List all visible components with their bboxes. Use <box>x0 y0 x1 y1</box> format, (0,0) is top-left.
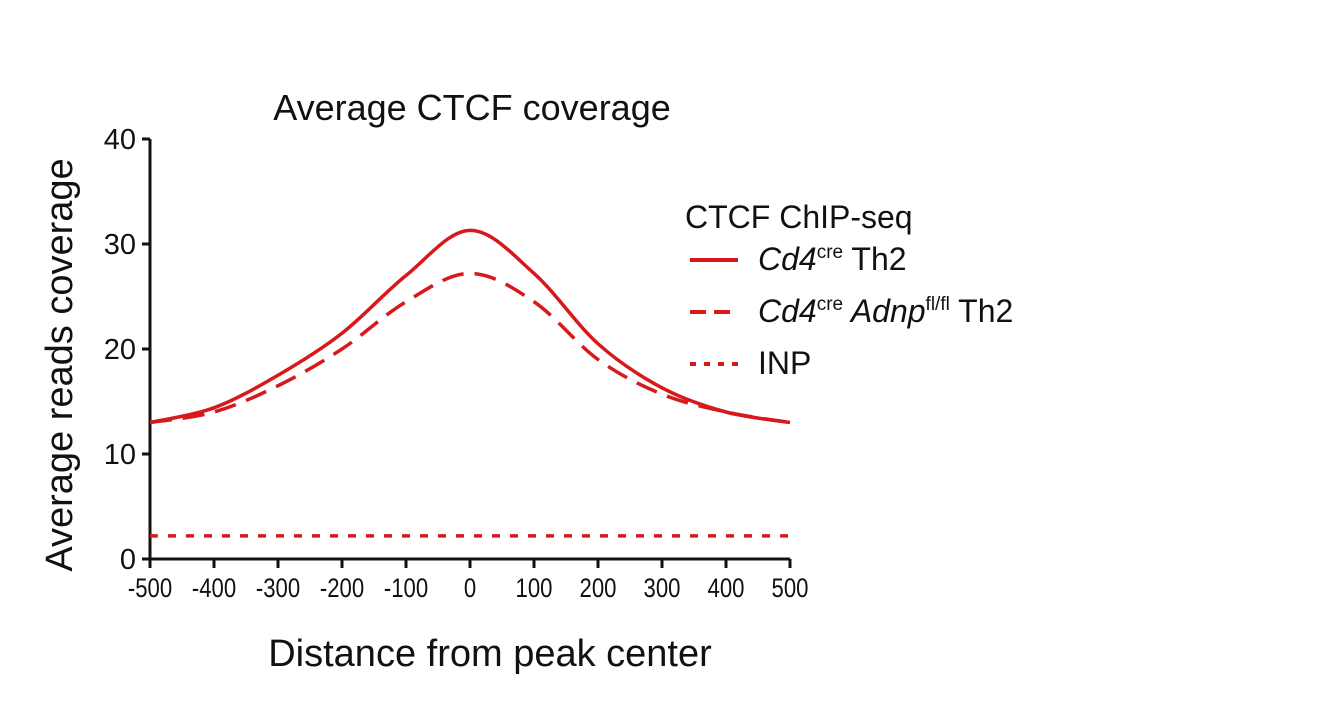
legend-label: Cd4cre Th2 <box>758 241 907 277</box>
x-axis-label: Distance from peak center <box>268 633 712 675</box>
y-tick-label: 20 <box>104 334 136 366</box>
legend-label: Cd4cre Adnpfl/fl Th2 <box>758 293 1013 329</box>
legend-label: INP <box>758 345 811 381</box>
x-tick-label: -500 <box>128 574 172 604</box>
y-tick-label: 40 <box>104 124 136 156</box>
legend: CTCF ChIP-seq Cd4cre Th2 Cd4cre Adnpfl/fl… <box>685 199 1013 381</box>
y-tick-label: 10 <box>104 439 136 471</box>
series-line-solid <box>149 228 791 425</box>
x-tick-label: 300 <box>644 574 681 604</box>
x-tick-label: 200 <box>580 574 617 604</box>
y-tick-label: 30 <box>104 229 136 261</box>
chart-title: Average CTCF coverage <box>273 87 671 128</box>
legend-title: CTCF ChIP-seq <box>685 199 913 235</box>
x-ticks: -500 -400 -300 -200 -100 0 100 200 300 400 500 <box>128 559 809 604</box>
y-tick-label: 0 <box>120 544 136 576</box>
x-tick-label: -200 <box>320 574 364 604</box>
x-tick-label: -400 <box>192 574 236 604</box>
y-ticks: 0 10 20 30 40 <box>104 124 150 576</box>
x-tick-label: -300 <box>256 574 300 604</box>
x-tick-label: 100 <box>516 574 553 604</box>
series-line-dashed <box>149 271 791 425</box>
x-tick-label: 500 <box>772 574 809 604</box>
series-lines <box>149 228 791 538</box>
axes <box>142 139 790 567</box>
y-axis-label: Average reads coverage <box>39 158 81 571</box>
x-tick-label: -100 <box>384 574 428 604</box>
x-tick-label: 0 <box>464 574 476 604</box>
x-tick-label: 400 <box>708 574 745 604</box>
